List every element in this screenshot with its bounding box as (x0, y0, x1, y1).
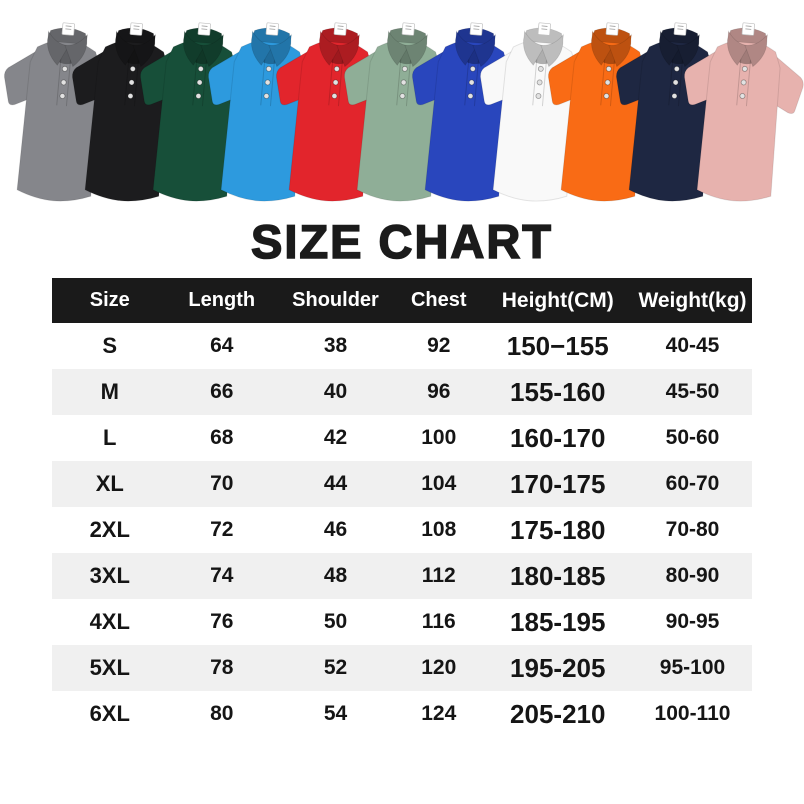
shoulder-value: 48 (323, 564, 348, 587)
shoulder-value: 54 (323, 702, 348, 725)
shoulder-value: 42 (323, 426, 348, 449)
size-value: S (102, 333, 118, 358)
shoulder-value: 46 (323, 518, 348, 541)
weight-value: 70-80 (665, 518, 720, 541)
column-header-length: Length (188, 289, 256, 311)
column-header-weight: Weight(kg) (638, 288, 747, 312)
length-value: 68 (210, 426, 234, 449)
polo-shirt-pink (667, 15, 804, 205)
height-value: 150−155 (506, 330, 609, 361)
chest-value: 112 (421, 564, 456, 587)
product-color-gallery (0, 0, 804, 205)
size-row-S: S 64 38 92 150−155 40-45 (52, 323, 752, 369)
size-row-XL: XL 70 44 104 170-175 60-70 (52, 461, 752, 507)
height-value: 205-210 (510, 698, 606, 729)
size-chart-title: SIZE CHART (250, 214, 553, 269)
height-value: 155-160 (510, 376, 606, 407)
polo-shirt-graphic (683, 22, 804, 202)
weight-value: 40-45 (665, 334, 720, 357)
size-row-5XL: 5XL 78 52 120 195-205 95-100 (52, 645, 752, 691)
height-value: 195-205 (510, 652, 606, 683)
size-value: M (100, 379, 119, 404)
length-value: 64 (210, 334, 234, 357)
length-value: 76 (210, 610, 234, 633)
length-value: 70 (210, 472, 234, 495)
length-value: 80 (210, 702, 234, 725)
size-value: 5XL (89, 655, 130, 680)
length-value: 72 (210, 518, 234, 541)
height-value: 185-195 (510, 606, 606, 637)
size-chart-header-row: Size Length Shoulder Chest Height(CM) Weight(… (52, 278, 752, 323)
size-value: 6XL (89, 701, 130, 726)
weight-value: 50-60 (665, 426, 720, 449)
chest-value: 100 (421, 426, 457, 449)
shoulder-value: 44 (323, 472, 348, 495)
chest-value: 104 (421, 472, 457, 495)
size-chart-table: Size Length Shoulder Chest Height(CM) Weight(… (52, 278, 752, 737)
weight-value: 45-50 (665, 380, 720, 403)
chest-value: 120 (421, 656, 457, 679)
chest-value: 92 (427, 334, 451, 357)
size-value: 3XL (89, 563, 130, 588)
shoulder-value: 50 (323, 610, 348, 633)
column-header-height: Height(CM) (501, 288, 614, 312)
length-value: 66 (210, 380, 234, 403)
size-row-4XL: 4XL 76 50 116 185-195 90-95 (52, 599, 752, 645)
size-row-2XL: 2XL 72 46 108 175-180 70-80 (52, 507, 752, 553)
size-chart-body: S 64 38 92 150−155 40-45 M 66 40 96 155-160 45-50 L 6… (52, 323, 752, 737)
chest-value: 96 (427, 380, 451, 403)
size-value: XL (95, 471, 124, 496)
length-value: 78 (210, 656, 234, 679)
height-value: 175-180 (510, 514, 606, 545)
shoulder-value: 52 (323, 656, 348, 679)
size-row-M: M 66 40 96 155-160 45-50 (52, 369, 752, 415)
chest-value: 116 (421, 610, 456, 633)
column-header-chest: Chest (410, 289, 467, 311)
size-value: 4XL (89, 609, 130, 634)
column-header-shoulder: Shoulder (292, 289, 379, 311)
chest-value: 108 (421, 518, 457, 541)
size-row-3XL: 3XL 74 48 112 180-185 80-90 (52, 553, 752, 599)
size-row-L: L 68 42 100 160-170 50-60 (52, 415, 752, 461)
height-value: 180-185 (510, 560, 606, 591)
size-row-6XL: 6XL 80 54 124 205-210 100-110 (52, 691, 752, 737)
weight-value: 80-90 (665, 564, 720, 587)
weight-value: 95-100 (659, 656, 726, 679)
chest-value: 124 (421, 702, 457, 725)
shoulder-value: 40 (323, 380, 348, 403)
weight-value: 60-70 (665, 472, 720, 495)
column-header-size: Size (89, 289, 130, 311)
length-value: 74 (210, 564, 234, 587)
shoulder-value: 38 (323, 334, 348, 357)
size-value: 2XL (89, 517, 130, 542)
size-value: L (103, 425, 117, 450)
weight-value: 100-110 (654, 702, 731, 725)
height-value: 160-170 (510, 422, 606, 453)
height-value: 170-175 (510, 468, 606, 499)
weight-value: 90-95 (665, 610, 720, 633)
